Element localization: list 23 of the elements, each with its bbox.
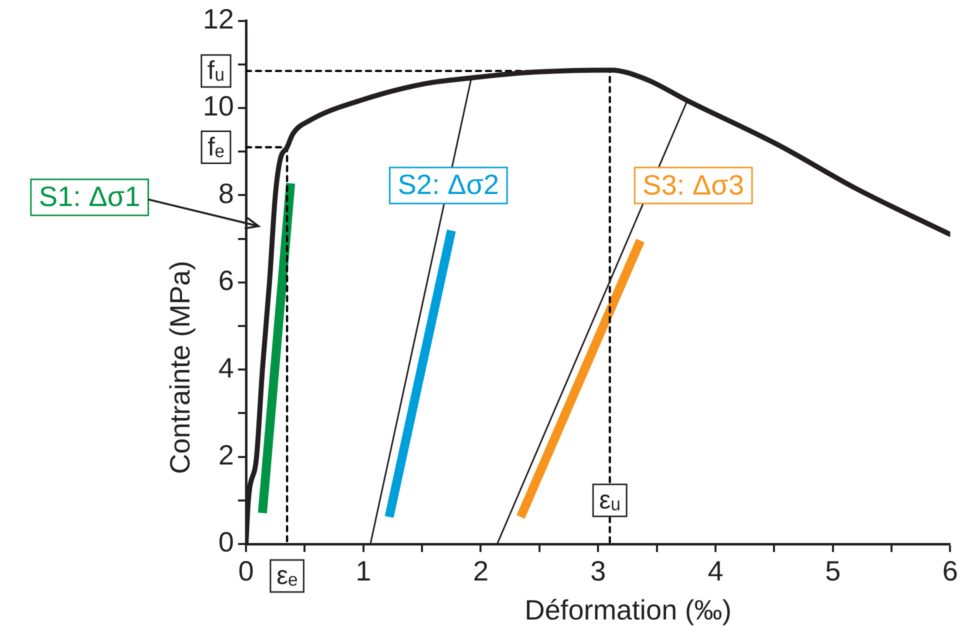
y-tick-label: 4 xyxy=(218,352,234,384)
text: S1: Δσ1 xyxy=(38,181,140,212)
series-label: S3: Δσ3 xyxy=(642,169,744,200)
y-tick-label: 6 xyxy=(218,265,234,296)
y-tick-label: 2 xyxy=(218,440,234,471)
annotation: εₑ xyxy=(276,560,298,590)
annotation: εᵤ xyxy=(599,484,621,515)
y-tick-label: 8 xyxy=(218,178,234,209)
x-tick-label: 1 xyxy=(356,556,372,587)
x-tick-label: 5 xyxy=(825,556,841,587)
y-tick-label: 12 xyxy=(202,4,234,35)
x-tick-label: 4 xyxy=(708,556,724,587)
annotation: fₑ xyxy=(208,131,224,162)
series-label: S2: Δσ2 xyxy=(398,169,500,200)
y-axis-title: Contrainte (MPa) xyxy=(164,260,196,474)
x-tick-label: 6 xyxy=(942,556,958,587)
x-axis-title: Déformation (‰) xyxy=(524,594,732,626)
y-tick-label: 0 xyxy=(218,526,234,558)
y-tick-label: 10 xyxy=(202,90,234,122)
x-tick-label: 0 xyxy=(238,556,254,587)
x-tick-label: 3 xyxy=(590,556,606,587)
x-tick-label: 2 xyxy=(472,556,489,587)
annotation: fᵤ xyxy=(207,55,225,86)
